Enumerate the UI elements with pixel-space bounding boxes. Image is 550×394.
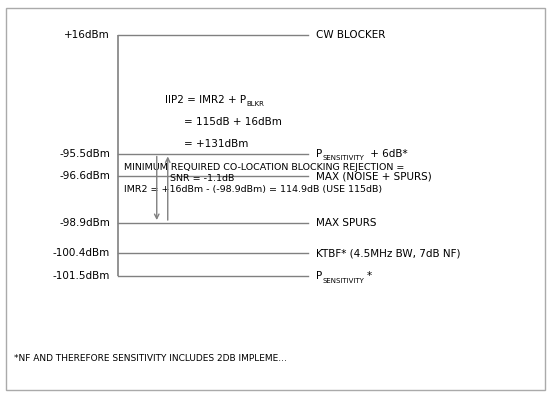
- Text: P: P: [316, 149, 322, 159]
- Text: -101.5dBm: -101.5dBm: [53, 271, 110, 281]
- Text: = 115dB + 16dBm: = 115dB + 16dBm: [184, 117, 282, 127]
- Text: SNR = -1.1dB: SNR = -1.1dB: [170, 174, 235, 183]
- Text: -100.4dBm: -100.4dBm: [53, 248, 110, 258]
- Text: MAX SPURS: MAX SPURS: [316, 218, 377, 228]
- Text: = +131dBm: = +131dBm: [184, 139, 249, 149]
- Text: *NF AND THEREFORE SENSITIVITY INCLUDES 2DB IMPLEME...: *NF AND THEREFORE SENSITIVITY INCLUDES 2…: [14, 354, 287, 363]
- Text: SENSITIVITY: SENSITIVITY: [323, 277, 365, 284]
- Text: -95.5dBm: -95.5dBm: [59, 149, 110, 159]
- Text: MINIMUM REQUIRED CO-LOCATION BLOCKING REJECTION =: MINIMUM REQUIRED CO-LOCATION BLOCKING RE…: [124, 163, 404, 172]
- Text: BLKR: BLKR: [246, 101, 264, 108]
- Text: -96.6dBm: -96.6dBm: [59, 171, 110, 181]
- Text: *: *: [367, 271, 372, 281]
- Text: IMR2 = +16dBm - (-98.9dBm) = 114.9dB (USE 115dB): IMR2 = +16dBm - (-98.9dBm) = 114.9dB (US…: [124, 185, 382, 193]
- Text: CW BLOCKER: CW BLOCKER: [316, 30, 386, 41]
- Text: MAX (NOISE + SPURS): MAX (NOISE + SPURS): [316, 171, 432, 181]
- Text: IIP2 = IMR2 + P: IIP2 = IMR2 + P: [165, 95, 246, 106]
- Text: P: P: [316, 271, 322, 281]
- Text: KTBF* (4.5MHz BW, 7dB NF): KTBF* (4.5MHz BW, 7dB NF): [316, 248, 461, 258]
- Text: -98.9dBm: -98.9dBm: [59, 218, 110, 228]
- Text: +16dBm: +16dBm: [64, 30, 110, 41]
- Text: + 6dB*: + 6dB*: [367, 149, 408, 159]
- Text: SENSITIVITY: SENSITIVITY: [323, 155, 365, 162]
